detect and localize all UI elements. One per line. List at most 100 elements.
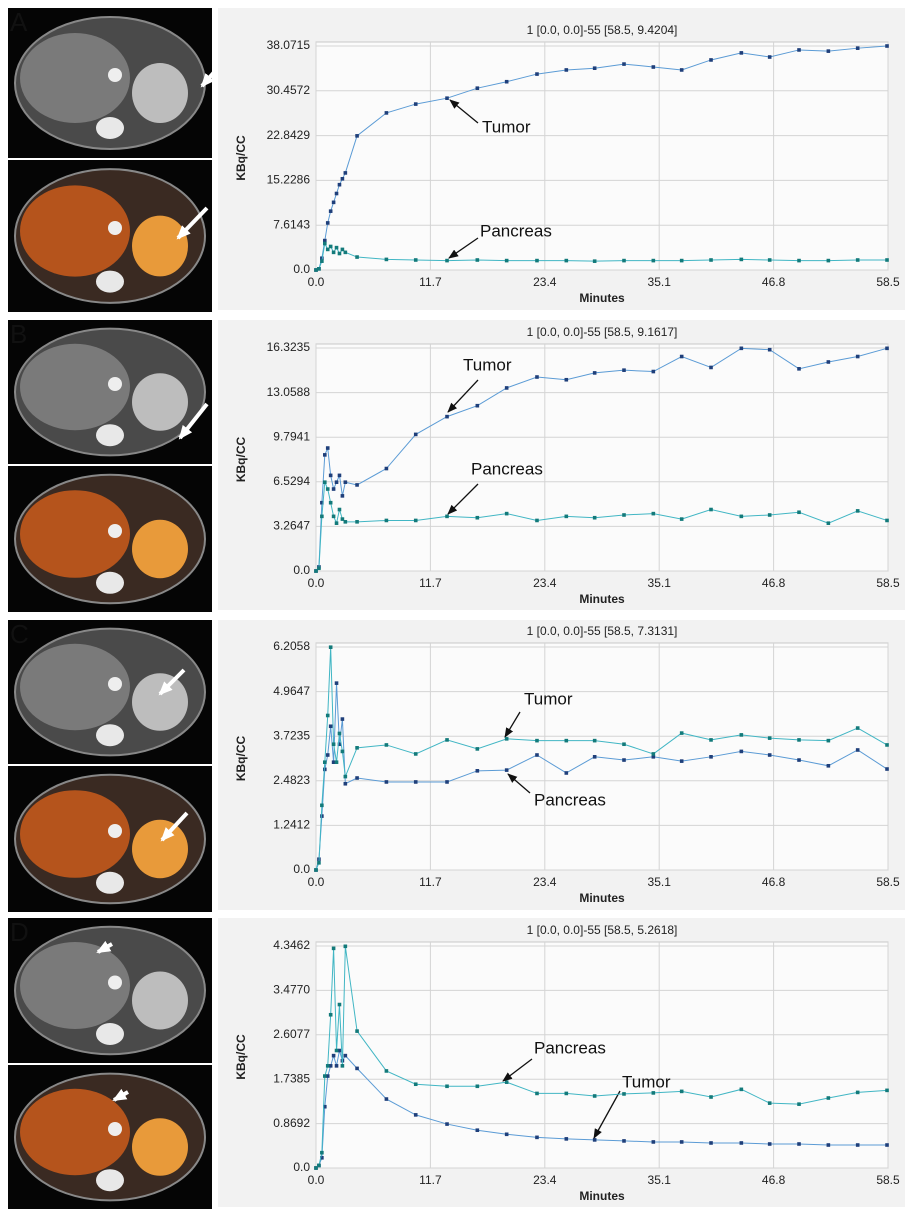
series-annotation: Pancreas [534,790,606,809]
chart-title: 1 [0.0, 0.0]-55 [58.5, 9.1617] [527,325,678,339]
data-point [445,738,449,742]
y-tick-label: 0.8692 [273,1116,310,1130]
data-point [445,780,449,784]
y-axis-title: KBq/CC [234,736,248,782]
data-point [355,483,359,487]
data-point [797,738,801,742]
data-point [320,804,324,808]
data-point [414,258,418,262]
data-point [797,367,801,371]
y-tick-label: 30.4572 [267,83,311,97]
data-point [885,258,889,262]
data-point [323,480,327,484]
data-point [680,1140,684,1144]
data-point [709,508,713,512]
data-point [768,1101,772,1105]
data-point [476,516,480,520]
chart-title: 1 [0.0, 0.0]-55 [58.5, 5.2618] [527,923,678,937]
scan-vessel [108,68,122,82]
data-point [385,743,389,747]
x-tick-label: 11.7 [419,875,442,889]
data-point [856,748,860,752]
data-point [338,474,342,478]
data-point [323,453,327,457]
data-point [680,1090,684,1094]
data-point [565,1137,569,1141]
scan-images [8,620,212,912]
data-point [414,780,418,784]
x-tick-label: 23.4 [533,875,557,889]
data-point [535,753,539,757]
data-point [885,519,889,523]
data-point [332,487,336,491]
data-point [622,62,626,66]
data-point [341,177,345,181]
data-point [885,347,889,351]
data-point [320,1151,324,1155]
data-point [445,415,449,419]
data-point [709,58,713,62]
y-tick-label: 3.7235 [273,728,310,742]
x-tick-label: 0.0 [308,576,325,590]
data-point [326,714,330,718]
data-point [827,764,831,768]
x-tick-label: 58.5 [876,1173,900,1187]
y-tick-label: 15.2286 [267,173,311,187]
data-point [445,515,449,519]
data-point [797,510,801,514]
data-point [385,467,389,471]
data-point [344,775,348,779]
data-point [652,1140,656,1144]
x-tick-label: 11.7 [419,275,442,289]
data-point [385,1069,389,1073]
scan-spine [96,117,124,139]
data-point [593,755,597,759]
data-point [535,739,539,743]
data-point [476,1128,480,1132]
y-tick-label: 22.8429 [267,128,311,142]
data-point [565,1092,569,1096]
data-point [317,861,321,865]
series-annotation: Pancreas [471,459,543,478]
data-point [326,446,330,450]
data-point [338,1003,342,1007]
data-point [414,433,418,437]
data-point [565,739,569,743]
data-point [505,737,509,741]
y-tick-label: 3.4770 [273,983,310,997]
data-point [332,251,336,255]
x-axis-title: Minutes [579,291,625,305]
series-annotation: Tumor [482,117,531,136]
scan-spine [96,271,124,293]
scan-organ [132,1118,188,1176]
x-tick-label: 0.0 [308,1173,325,1187]
data-point [329,645,333,649]
data-point [505,80,509,84]
data-point [593,66,597,70]
data-point [680,517,684,521]
data-point [768,736,772,740]
data-point [740,1088,744,1092]
data-point [797,1142,801,1146]
data-point [535,1092,539,1096]
x-tick-label: 0.0 [308,875,325,889]
data-point [341,494,345,498]
data-point [680,259,684,263]
scan-vessel [108,524,122,538]
data-point [827,259,831,263]
data-point [827,1143,831,1147]
data-point [341,717,345,721]
data-point [709,755,713,759]
data-point [740,258,744,262]
data-point [652,1091,656,1095]
scan-organ [132,373,188,431]
x-tick-label: 35.1 [648,275,672,289]
data-point [885,1089,889,1093]
data-point [827,739,831,743]
data-point [768,55,772,59]
y-tick-label: 6.2058 [273,639,310,653]
data-point [797,48,801,52]
data-point [335,192,339,196]
panel-label: A [10,7,28,37]
data-point [593,1138,597,1142]
